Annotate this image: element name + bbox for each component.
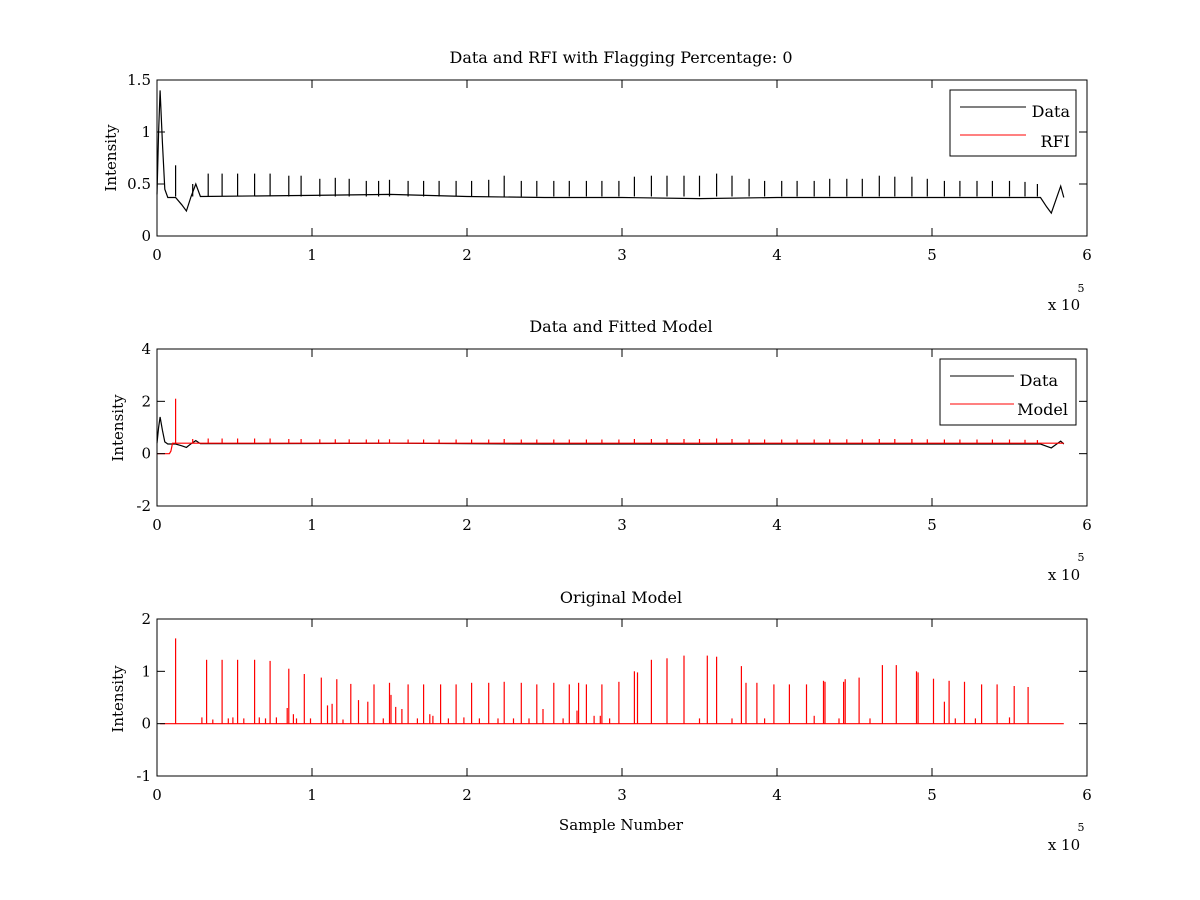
axes-background	[157, 80, 1087, 236]
x-tick-label-5: 5	[927, 786, 937, 804]
x-tick-label-6: 6	[1082, 516, 1092, 534]
y-tick-label-3: 4	[141, 340, 151, 358]
y-tick-label-0: -1	[136, 767, 151, 785]
x-tick-label-1: 1	[307, 246, 317, 264]
x-tick-label-1: 1	[307, 786, 317, 804]
series-line-0	[156, 90, 1065, 215]
subplot-2-ylabel: Intensity	[109, 394, 127, 462]
subplot-1-x-exponent: x 10	[1048, 296, 1080, 314]
subplot-1-title: Data and RFI with Flagging Percentage: 0	[449, 48, 792, 67]
x-tick-label-3: 3	[617, 516, 627, 534]
subplot-1-legend-data-label: Data	[1032, 102, 1071, 121]
x-tick-label-4: 4	[772, 246, 782, 264]
subplot-2-x-exponent: x 10	[1048, 566, 1080, 584]
x-tick-label-0: 0	[152, 786, 162, 804]
y-tick-label-2: 1	[141, 123, 151, 141]
subplot-3-ylabel: Intensity	[109, 665, 127, 733]
y-tick-label-1: 0	[141, 445, 151, 463]
x-tick-label-2: 2	[462, 786, 472, 804]
subplot-1: Data and RFI with Flagging Percentage: 0…	[102, 48, 1092, 314]
subplot-3-x-exponent: x 10	[1048, 836, 1080, 854]
x-tick-label-5: 5	[927, 246, 937, 264]
x-tick-label-4: 4	[772, 786, 782, 804]
subplot-1-legend-rfi-label: RFI	[1041, 132, 1070, 151]
axes-background	[157, 349, 1087, 506]
subplot-3-title: Original Model	[560, 588, 682, 607]
series-line-1	[157, 442, 1064, 455]
x-tick-label-5: 5	[927, 516, 937, 534]
subplot-1-ylabel: Intensity	[102, 124, 120, 192]
y-tick-label-2: 1	[141, 662, 151, 680]
x-tick-label-0: 0	[152, 246, 162, 264]
y-tick-label-0: -2	[136, 497, 151, 515]
subplot-2-title: Data and Fitted Model	[529, 317, 712, 336]
subplot-1-x-exponent-power: 5	[1078, 282, 1085, 295]
subplot-1-legend-box	[949, 89, 1077, 157]
x-tick-label-2: 2	[462, 246, 472, 264]
x-tick-label-3: 3	[617, 246, 627, 264]
y-tick-label-2: 2	[141, 392, 151, 410]
y-tick-label-1: 0.5	[127, 175, 151, 193]
y-tick-label-1: 0	[141, 715, 151, 733]
y-tick-label-0: 0	[141, 227, 151, 245]
y-tick-label-3: 1.5	[127, 71, 151, 89]
subplot-3-x-exponent-power: 5	[1078, 821, 1085, 834]
subplot-3-xlabel: Sample Number	[559, 816, 684, 834]
subplot-2-legend: Data Model	[939, 358, 1077, 426]
subplot-2-legend-model-label: Model	[1017, 400, 1068, 419]
x-tick-label-4: 4	[772, 516, 782, 534]
subplot-2: Data and Fitted Model Intensity x 10 5 0…	[109, 317, 1092, 584]
x-tick-label-3: 3	[617, 786, 627, 804]
x-tick-label-2: 2	[462, 516, 472, 534]
subplot-2-x-exponent-power: 5	[1078, 551, 1085, 564]
y-tick-label-3: 2	[141, 610, 151, 628]
axes-background	[157, 619, 1087, 776]
x-tick-label-6: 6	[1082, 246, 1092, 264]
subplot-2-legend-data-label: Data	[1020, 371, 1059, 390]
x-tick-label-0: 0	[152, 516, 162, 534]
subplot-1-legend: Data RFI	[949, 89, 1077, 157]
x-tick-label-6: 6	[1082, 786, 1092, 804]
subplot-3: Original Model Intensity Sample Number x…	[109, 588, 1092, 854]
subplot-1-plot-area: 0 1 2 3 4 5 6 0 0.5 1 1.5	[127, 71, 1092, 264]
subplot-2-legend-box	[939, 358, 1077, 426]
x-tick-label-1: 1	[307, 516, 317, 534]
